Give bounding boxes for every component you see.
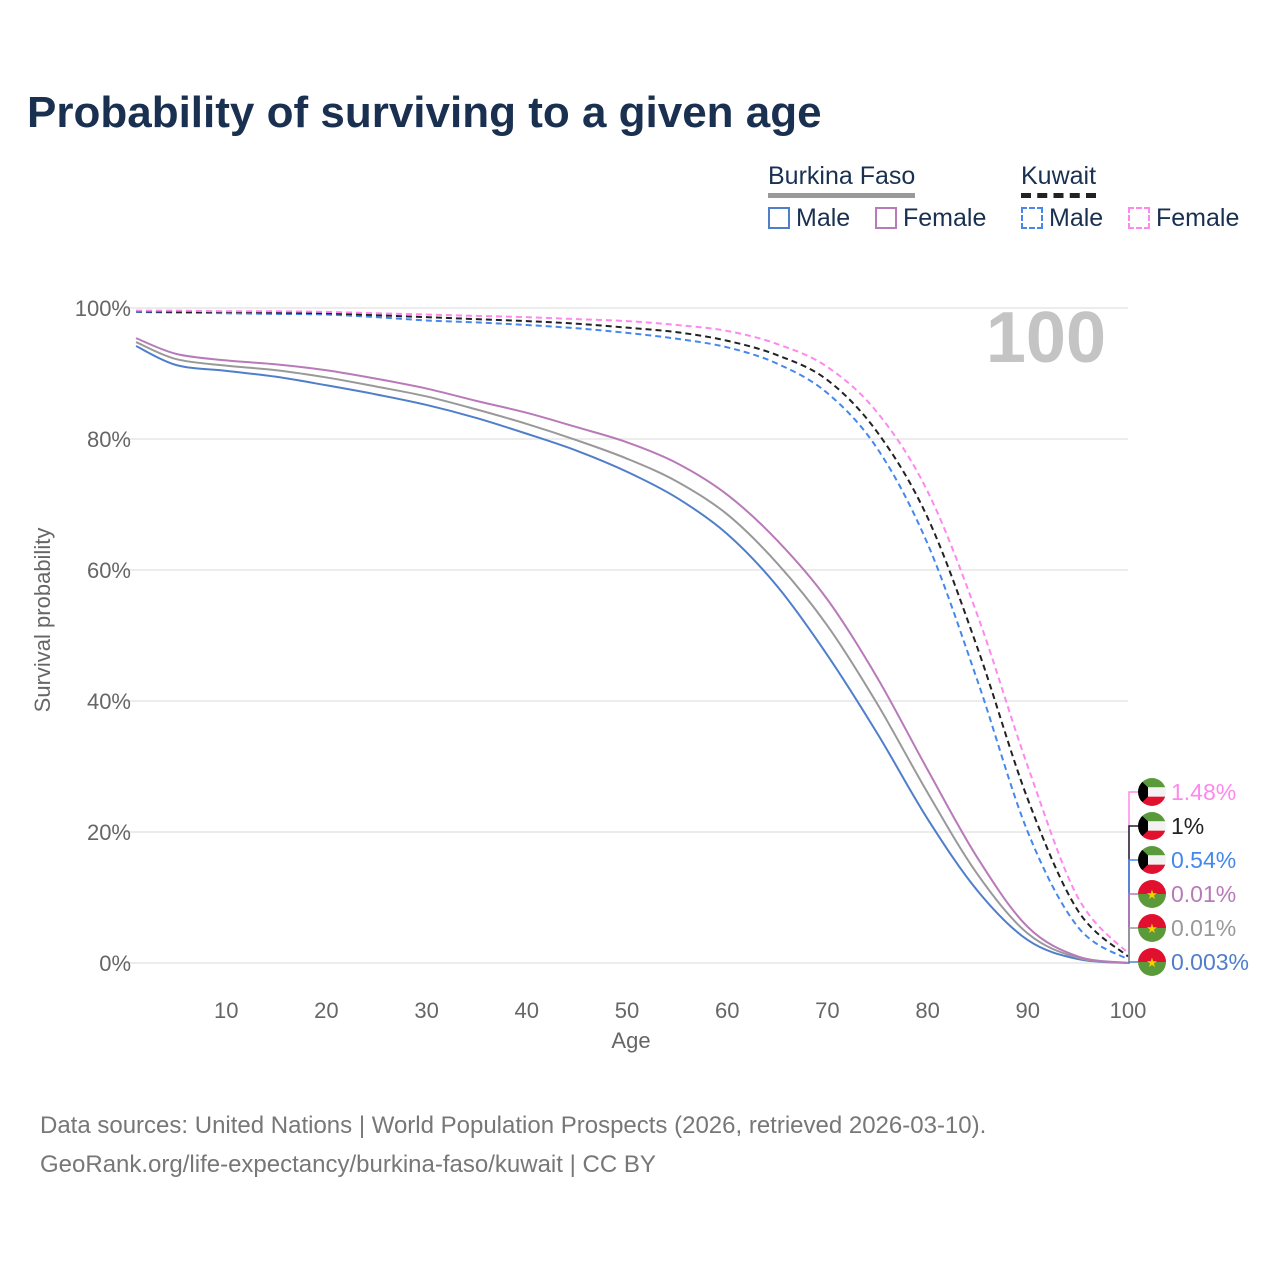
legend-group-label: Kuwait bbox=[1021, 162, 1097, 198]
x-tick-label: 60 bbox=[715, 998, 739, 1023]
end-label-connector bbox=[1128, 961, 1138, 964]
x-tick-label: 100 bbox=[1110, 998, 1147, 1023]
age-marker: 100 bbox=[986, 298, 1106, 378]
legend-item-kw-female[interactable]: Female bbox=[1128, 204, 1239, 233]
y-tick-label: 100% bbox=[75, 296, 131, 321]
y-tick-label: 40% bbox=[87, 689, 131, 714]
legend-group-label: Burkina Faso bbox=[768, 162, 916, 198]
x-tick-label: 70 bbox=[815, 998, 839, 1023]
x-tick-label: 40 bbox=[515, 998, 539, 1023]
end-label-connector bbox=[1128, 927, 1138, 964]
legend-label: Male bbox=[1049, 204, 1104, 232]
x-tick-label: 50 bbox=[615, 998, 639, 1023]
legend-item-bf-male[interactable]: Male bbox=[768, 204, 850, 233]
burkina-flag-icon: ★ bbox=[1138, 948, 1166, 976]
legend-burkina-faso: Burkina Faso Male Female bbox=[768, 162, 986, 232]
y-axis-label: Survival probability bbox=[30, 528, 55, 713]
legend-swatch bbox=[1128, 207, 1150, 229]
series-line-kuwait-female bbox=[136, 309, 1129, 954]
end-label: 0.01% bbox=[1171, 915, 1236, 941]
end-label: 0.01% bbox=[1171, 881, 1236, 907]
legend-item-kw-male[interactable]: Male bbox=[1021, 204, 1103, 233]
svg-text:★: ★ bbox=[1146, 955, 1158, 970]
source-link[interactable]: GeoRank.org/life-expectancy/burkina-faso… bbox=[40, 1151, 656, 1178]
x-tick-label: 30 bbox=[414, 998, 438, 1023]
x-tick-label: 80 bbox=[915, 998, 939, 1023]
y-tick-label: 20% bbox=[87, 820, 131, 845]
end-label: 1.48% bbox=[1171, 779, 1236, 805]
legend-item-bf-female[interactable]: Female bbox=[875, 204, 986, 233]
svg-text:★: ★ bbox=[1146, 887, 1158, 902]
series-line-burkina-faso-male bbox=[135, 345, 1129, 964]
kuwait-flag-icon bbox=[1138, 778, 1166, 806]
series-line-kuwait-male bbox=[136, 310, 1129, 961]
x-axis-label: Age bbox=[611, 1028, 650, 1053]
y-tick-label: 80% bbox=[87, 427, 131, 452]
series-line-burkina-faso-female bbox=[135, 337, 1129, 964]
x-tick-label: 10 bbox=[214, 998, 238, 1023]
y-tick-label: 0% bbox=[99, 951, 131, 976]
x-tick-label: 20 bbox=[314, 998, 338, 1023]
end-label: 0.003% bbox=[1171, 949, 1249, 975]
legend-swatch bbox=[768, 207, 790, 229]
legend-kuwait: Kuwait Male Female bbox=[1021, 162, 1239, 232]
footer: Data sources: United Nations | World Pop… bbox=[40, 1106, 986, 1184]
data-source: Data sources: United Nations | World Pop… bbox=[40, 1112, 987, 1139]
chart-title: Probability of surviving to a given age bbox=[27, 88, 822, 137]
legend-swatch bbox=[1021, 207, 1043, 229]
legend-label: Female bbox=[903, 204, 987, 232]
burkina-flag-icon: ★ bbox=[1138, 914, 1166, 942]
kuwait-flag-icon bbox=[1138, 812, 1166, 840]
burkina-flag-icon: ★ bbox=[1138, 880, 1166, 908]
x-tick-label: 90 bbox=[1016, 998, 1040, 1023]
end-label: 1% bbox=[1171, 813, 1204, 839]
kuwait-flag-icon bbox=[1138, 846, 1166, 874]
legend-swatch bbox=[875, 207, 897, 229]
legend-label: Female bbox=[1156, 204, 1240, 232]
series-line-burkina-faso-total bbox=[135, 341, 1129, 964]
y-tick-label: 60% bbox=[87, 558, 131, 583]
legend-label: Male bbox=[796, 204, 851, 232]
svg-text:★: ★ bbox=[1146, 921, 1158, 936]
series-line-kuwait-total bbox=[136, 310, 1129, 958]
end-label: 0.54% bbox=[1171, 847, 1236, 873]
